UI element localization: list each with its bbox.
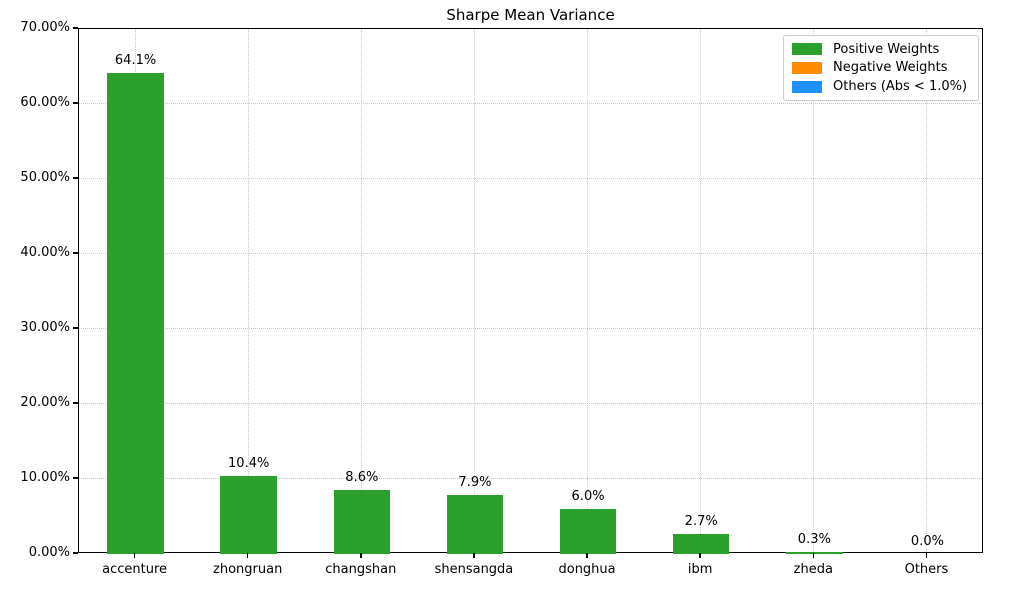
y-gridline — [79, 103, 982, 104]
legend-label: Negative Weights — [833, 60, 948, 76]
x-gridline — [360, 29, 362, 552]
y-gridline — [79, 328, 982, 329]
x-tick-label-donghua: donghua — [558, 562, 616, 577]
negative-weights-swatch — [792, 61, 822, 74]
y-tick-mark — [73, 102, 78, 104]
y-tick-label: 20.00% — [20, 395, 70, 410]
chart-title: Sharpe Mean Variance — [446, 6, 615, 24]
y-tick-label: 60.00% — [20, 95, 70, 110]
x-gridline — [247, 29, 249, 552]
x-gridline — [700, 29, 702, 552]
y-tick-mark — [73, 27, 78, 29]
y-tick-mark — [73, 402, 78, 404]
y-gridline — [79, 478, 982, 479]
legend-row-positive-weights: Positive Weights — [792, 42, 970, 57]
bar-value-label: 6.0% — [571, 489, 605, 504]
bar-value-label: 64.1% — [114, 53, 157, 69]
x-tick-label-Others: Others — [904, 562, 949, 577]
y-tick-mark — [73, 327, 78, 329]
legend-label: Others (Abs < 1.0%) — [833, 79, 968, 95]
legend-row-negative-weights: Negative Weights — [792, 60, 970, 75]
others-swatch — [792, 80, 822, 93]
bar-value-label: 2.7% — [684, 513, 718, 529]
x-gridline — [587, 29, 589, 552]
bar-value-label: 8.6% — [345, 469, 379, 485]
x-tick-label-accenture: accenture — [102, 562, 168, 577]
bar-ibm — [672, 533, 730, 554]
y-tick-label: 70.00% — [20, 20, 70, 35]
x-tick-label-zheda: zheda — [793, 562, 833, 577]
x-tick-mark — [360, 553, 362, 558]
y-tick-mark — [73, 552, 78, 554]
y-tick-label: 40.00% — [20, 245, 70, 260]
x-tick-mark — [246, 553, 249, 558]
x-tick-mark — [925, 553, 928, 558]
y-gridline — [79, 178, 982, 179]
y-gridline — [79, 253, 982, 254]
x-tick-mark — [473, 553, 475, 558]
legend-label: Positive Weights — [833, 41, 940, 57]
positive-weights-swatch — [792, 43, 822, 56]
y-tick-label: 30.00% — [20, 320, 70, 335]
x-tick-label-changshan: changshan — [325, 562, 397, 577]
legend-row-others: Others (Abs < 1.0%) — [792, 79, 970, 94]
y-tick-mark — [73, 252, 78, 254]
bar-zheda — [786, 551, 843, 554]
bar-value-label: 10.4% — [228, 456, 270, 471]
y-gridline — [79, 403, 982, 404]
x-tick-mark — [812, 553, 815, 558]
bar-changshan — [333, 489, 391, 554]
legend: Positive Weights Negative Weights Others… — [783, 35, 979, 101]
x-tick-mark — [699, 553, 701, 558]
x-tick-mark — [586, 553, 588, 558]
y-tick-mark — [73, 177, 78, 179]
bar-donghua — [559, 509, 617, 554]
y-tick-label: 50.00% — [20, 170, 70, 185]
y-tick-label: 0.00% — [28, 545, 70, 560]
plot-area: 64.1% 10.4% 8.6% 7.9% 6.0% 2.7% 0.3% 0.0% — [78, 28, 983, 554]
bar-value-label: 0.0% — [910, 534, 944, 549]
x-tick-label-shensangda: shensangda — [434, 562, 514, 577]
x-gridline — [473, 29, 475, 552]
y-tick-mark — [73, 477, 78, 479]
bar-value-label: 0.3% — [797, 531, 831, 547]
bar-shensangda — [446, 494, 504, 554]
x-gridline — [926, 29, 928, 552]
y-tick-label: 10.00% — [20, 470, 70, 485]
x-tick-label-zhongruan: zhongruan — [213, 562, 283, 577]
x-tick-label-ibm: ibm — [687, 562, 713, 577]
x-tick-mark — [133, 553, 136, 558]
bar-zhongruan — [220, 476, 277, 554]
x-gridline — [813, 29, 815, 552]
bar-value-label: 7.9% — [458, 474, 492, 490]
bar-accenture — [107, 73, 164, 554]
